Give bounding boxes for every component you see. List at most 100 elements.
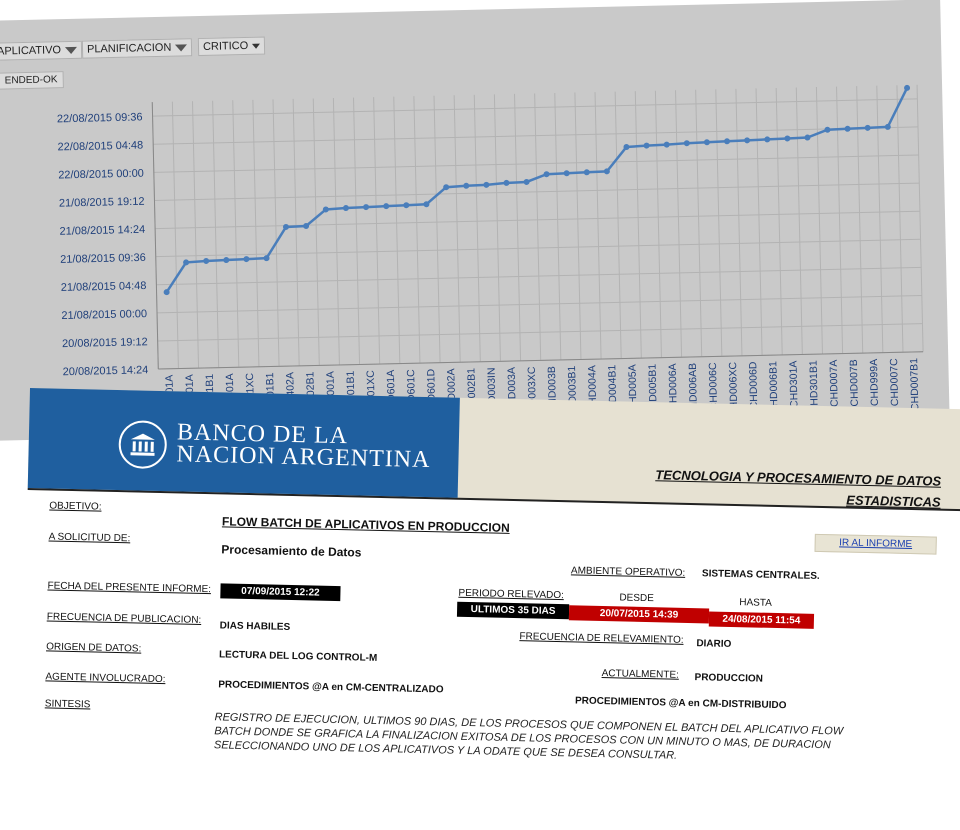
grid-line <box>353 97 361 365</box>
x-tick-label: CHD006D <box>747 361 760 410</box>
data-point[interactable] <box>683 140 690 147</box>
grid-line <box>212 100 220 368</box>
desde-label: DESDE <box>619 592 654 605</box>
x-tick-label: CHD007B1 <box>908 358 921 412</box>
x-tick-label: CHD005A <box>626 364 639 412</box>
ir-al-informe-link[interactable]: IR AL INFORME <box>814 533 937 555</box>
grid-line <box>493 94 501 362</box>
grid-line <box>594 92 602 360</box>
data-point[interactable] <box>824 126 831 133</box>
grid-line <box>916 84 924 352</box>
y-tick-label: 22/08/2015 09:36 <box>57 111 143 125</box>
data-point[interactable] <box>764 136 771 143</box>
y-tick-label: 21/08/2015 14:24 <box>59 224 145 238</box>
grid-line <box>735 88 743 356</box>
data-point[interactable] <box>864 124 871 131</box>
y-tick-label: 20/08/2015 14:24 <box>63 364 149 378</box>
y-tick-label: 21/08/2015 09:36 <box>60 252 146 266</box>
data-point[interactable] <box>223 257 230 264</box>
data-point[interactable] <box>443 184 450 191</box>
grid-line <box>252 99 260 367</box>
data-point[interactable] <box>543 171 550 178</box>
periodo-value: ULTIMOS 35 DIAS <box>456 601 570 620</box>
data-point[interactable] <box>744 137 751 144</box>
grid-line <box>473 94 481 362</box>
agente-value-distribuido: PROCEDIMIENTOS @A en CM-DISTRIBUIDO <box>574 695 787 712</box>
grid-line <box>393 96 401 364</box>
data-point[interactable] <box>243 256 250 263</box>
data-point[interactable] <box>203 257 210 264</box>
data-point[interactable] <box>282 223 289 230</box>
objetivo-label: OBJETIVO: <box>49 500 102 513</box>
data-point[interactable] <box>163 289 170 296</box>
sintesis-label: SINTESIS <box>44 698 91 711</box>
data-point[interactable] <box>303 223 310 230</box>
grid-line <box>272 99 280 367</box>
y-tick-label: 21/08/2015 19:12 <box>59 196 145 210</box>
data-point[interactable] <box>183 259 190 266</box>
grid-line <box>514 93 522 361</box>
data-point[interactable] <box>342 205 349 212</box>
grid-line <box>554 92 562 360</box>
grid-line <box>153 126 919 145</box>
data-point[interactable] <box>603 168 610 175</box>
x-tick-label: CHD006A <box>667 363 680 411</box>
data-point[interactable] <box>403 202 410 209</box>
fecha-value: 07/09/2015 12:22 <box>220 583 341 602</box>
y-tick-label: 21/08/2015 04:48 <box>61 280 147 294</box>
data-point[interactable] <box>523 178 530 185</box>
data-point[interactable] <box>483 181 490 188</box>
data-point[interactable] <box>503 179 510 186</box>
grid-line <box>433 95 441 363</box>
data-point[interactable] <box>583 169 590 176</box>
frecuencia-relevamiento-label: FRECUENCIA DE RELEVAMIENTO: <box>519 631 684 646</box>
data-point[interactable] <box>663 141 670 148</box>
report-section: BANCO DE LA NACION ARGENTINA TECNOLOGIA … <box>20 388 960 830</box>
agente-label: AGENTE INVOLUCRADO: <box>45 671 166 686</box>
grid-line <box>654 90 662 358</box>
data-point[interactable] <box>703 139 710 146</box>
grid-line <box>715 89 723 357</box>
x-tick-label: CHD006B1 <box>767 361 780 415</box>
x-tick-label: CHD007B <box>848 359 861 407</box>
agente-value-centralizado: PROCEDIMIENTOS @A en CM-CENTRALIZADO <box>218 679 444 696</box>
data-point[interactable] <box>844 125 851 132</box>
y-tick-label: 21/08/2015 00:00 <box>61 308 147 322</box>
grid-line <box>634 91 642 359</box>
grid-line <box>155 210 920 230</box>
grid-line <box>413 96 421 364</box>
data-point[interactable] <box>423 201 430 208</box>
data-point[interactable] <box>363 204 370 211</box>
data-point[interactable] <box>643 142 650 149</box>
data-point[interactable] <box>784 135 791 142</box>
data-point[interactable] <box>884 123 891 130</box>
grid-line <box>157 323 923 342</box>
grid-line <box>815 87 823 354</box>
data-point[interactable] <box>804 134 811 141</box>
y-tick-label: 22/08/2015 04:48 <box>57 139 143 153</box>
data-point[interactable] <box>463 182 470 189</box>
data-point[interactable] <box>322 206 329 213</box>
grid-line <box>896 85 904 353</box>
solicitud-value: Procesamiento de Datos <box>221 542 362 560</box>
pivot-chart-panel: APLICATIVO PLANIFICACION CRITICO ENDED-O… <box>0 0 950 441</box>
bank-building-icon <box>118 420 168 470</box>
data-point[interactable] <box>724 138 731 145</box>
origen-label: ORIGEN DE DATOS: <box>46 641 142 655</box>
data-point[interactable] <box>563 170 570 177</box>
frecuencia-relevamiento-value: DIARIO <box>696 638 732 650</box>
solicitud-label: A SOLICITUD DE: <box>48 531 131 545</box>
bank-logo: BANCO DE LA NACION ARGENTINA <box>27 388 460 498</box>
series-line <box>165 87 909 293</box>
grid-line <box>534 93 542 361</box>
data-point[interactable] <box>623 143 630 150</box>
hasta-value: 24/08/2015 11:54 <box>708 611 815 629</box>
desde-value: 20/07/2015 14:39 <box>568 605 710 624</box>
data-point[interactable] <box>904 84 911 91</box>
section-title: ESTADISTICAS <box>846 492 941 510</box>
hasta-label: HASTA <box>739 597 773 609</box>
grid-line <box>614 91 622 359</box>
data-point[interactable] <box>263 255 270 262</box>
data-point[interactable] <box>383 203 390 210</box>
origen-value: LECTURA DEL LOG CONTROL-M <box>218 649 378 664</box>
